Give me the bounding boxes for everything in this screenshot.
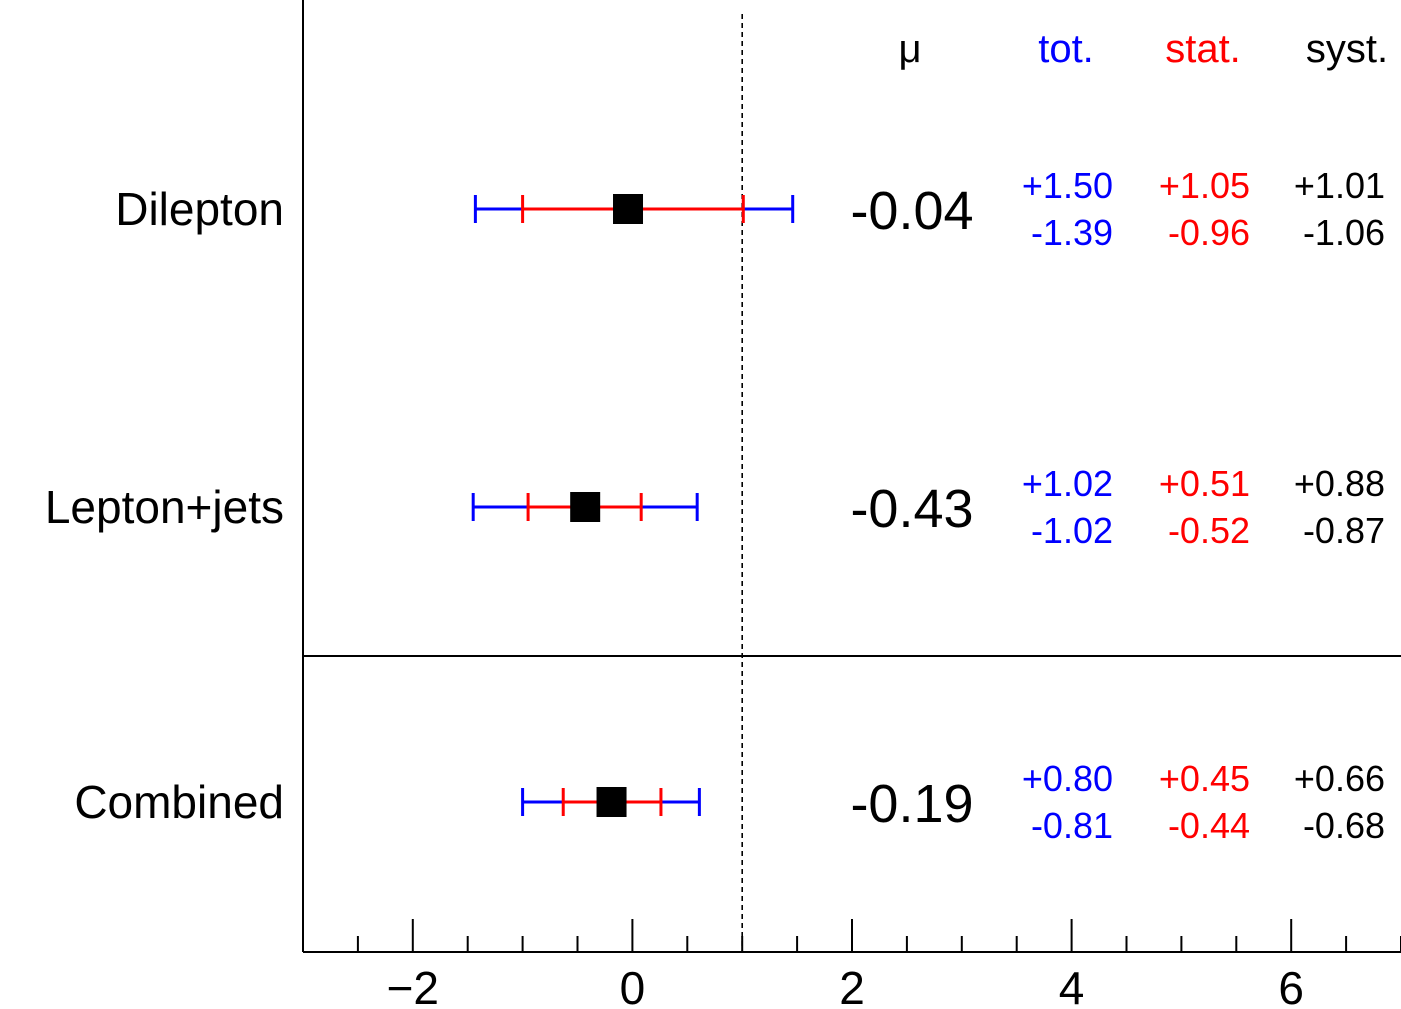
tot-down-value: -1.39	[1031, 212, 1113, 253]
syst-down-value: -1.06	[1303, 212, 1385, 253]
mu-value: -0.43	[850, 479, 973, 539]
header-mu: μ	[898, 27, 921, 71]
stat-up-value: +0.45	[1159, 758, 1250, 799]
stat-down-value: -0.44	[1168, 805, 1250, 846]
central-value-marker	[570, 492, 601, 522]
x-tick-label: 0	[620, 962, 646, 1009]
stat-up-value: +0.51	[1159, 463, 1250, 504]
x-tick-label: −2	[387, 962, 439, 1009]
syst-up-value: +0.66	[1294, 758, 1385, 799]
x-axis: −2 0 2 4 6	[303, 919, 1401, 1009]
mu-value: -0.04	[850, 181, 973, 241]
x-tick-label: 2	[839, 962, 865, 1009]
central-value-marker	[613, 194, 644, 224]
row-combined: Combined -0.19 +0.80 -0.81 +0.45 -0.44 +0.66 -0…	[74, 758, 1385, 846]
header-syst: syst.	[1306, 27, 1388, 71]
syst-up-value: +0.88	[1294, 463, 1385, 504]
tot-down-value: -0.81	[1031, 805, 1113, 846]
tot-up-value: +1.02	[1022, 463, 1113, 504]
syst-down-value: -0.68	[1303, 805, 1385, 846]
stat-down-value: -0.96	[1168, 212, 1250, 253]
central-value-marker	[596, 787, 627, 817]
measurement-rows: Dilepton -0.04 +1.50 -1.39 +1.05 -0.96 +1.01 -1…	[45, 165, 1385, 846]
row-label: Dilepton	[115, 183, 284, 235]
stat-down-value: -0.52	[1168, 510, 1250, 551]
stat-up-value: +1.05	[1159, 165, 1250, 206]
mu-value: -0.19	[850, 774, 973, 834]
row-dilepton: Dilepton -0.04 +1.50 -1.39 +1.05 -0.96 +1.01 -1…	[115, 165, 1385, 253]
x-tick-label: 4	[1059, 962, 1085, 1009]
header-tot: tot.	[1038, 27, 1094, 71]
tot-up-value: +0.80	[1022, 758, 1113, 799]
header-stat: stat.	[1165, 27, 1241, 71]
x-tick-label: 6	[1278, 962, 1304, 1009]
row-lepton-jets: Lepton+jets -0.43 +1.02 -1.02 +0.51 -0.52 +0.8…	[45, 463, 1385, 551]
syst-up-value: +1.01	[1294, 165, 1385, 206]
row-label: Lepton+jets	[45, 481, 284, 533]
syst-down-value: -0.87	[1303, 510, 1385, 551]
tot-down-value: -1.02	[1031, 510, 1113, 551]
row-label: Combined	[74, 776, 284, 828]
tot-up-value: +1.50	[1022, 165, 1113, 206]
plot-frame	[302, 0, 1401, 952]
column-header: μ tot. stat. syst.	[898, 27, 1388, 71]
